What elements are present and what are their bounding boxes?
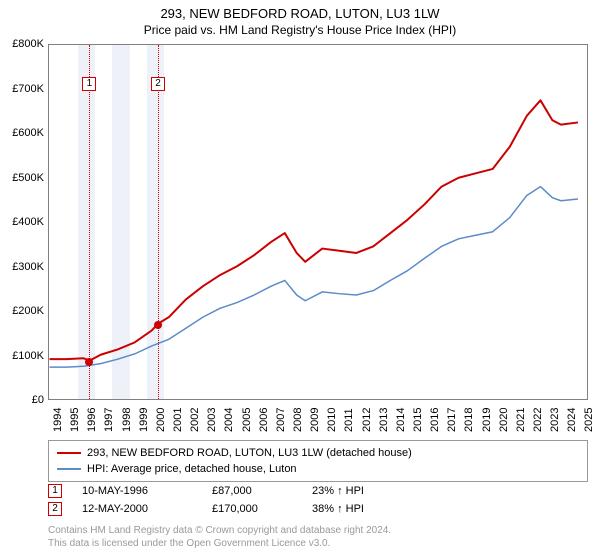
x-tick-label: 2020: [498, 408, 510, 432]
x-tick-label: 1994: [52, 408, 64, 432]
x-tick-label: 2009: [309, 408, 321, 432]
sale-dot: [85, 358, 93, 366]
x-tick-label: 2002: [189, 408, 201, 432]
footer-line2: This data is licensed under the Open Gov…: [48, 537, 588, 550]
x-tick-label: 2018: [463, 408, 475, 432]
y-tick-label: £600K: [0, 127, 44, 139]
marker-box: 1: [82, 77, 96, 91]
legend-label-price-paid: 293, NEW BEDFORD ROAD, LUTON, LU3 1LW (d…: [87, 447, 412, 459]
x-tick-label: 2007: [275, 408, 287, 432]
x-tick-label: 2014: [395, 408, 407, 432]
x-tick-label: 1995: [69, 408, 81, 432]
y-tick-label: £300K: [0, 261, 44, 273]
x-tick-label: 1996: [86, 408, 98, 432]
legend-box: 293, NEW BEDFORD ROAD, LUTON, LU3 1LW (d…: [48, 440, 588, 482]
chart-plot-area: 12: [48, 44, 588, 400]
x-tick-label: 2019: [481, 408, 493, 432]
x-tick-label: 2000: [155, 408, 167, 432]
y-tick-label: £500K: [0, 172, 44, 184]
x-tick-label: 2012: [361, 408, 373, 432]
events-table: 1 10-MAY-1996 £87,000 23% ↑ HPI 2 12-MAY…: [48, 482, 588, 518]
event-date: 10-MAY-1996: [82, 485, 212, 497]
event-date: 12-MAY-2000: [82, 503, 212, 515]
x-tick-label: 2001: [172, 408, 184, 432]
x-tick-label: 2008: [292, 408, 304, 432]
title-block: 293, NEW BEDFORD ROAD, LUTON, LU3 1LW Pr…: [0, 0, 600, 39]
x-tick-label: 2021: [515, 408, 527, 432]
chart-svg: [49, 45, 587, 399]
y-tick-label: £100K: [0, 350, 44, 362]
event-marker-box: 1: [48, 484, 62, 498]
x-tick-label: 2015: [412, 408, 424, 432]
y-tick-label: £700K: [0, 83, 44, 95]
event-row-1: 1 10-MAY-1996 £87,000 23% ↑ HPI: [48, 482, 588, 500]
event-marker-box: 2: [48, 502, 62, 516]
x-tick-label: 2003: [206, 408, 218, 432]
series-line-price_paid: [50, 100, 578, 360]
legend-swatch-price-paid: [57, 452, 81, 454]
x-tick-label: 1999: [138, 408, 150, 432]
event-delta: 38% ↑ HPI: [312, 503, 588, 515]
sale-dot: [154, 321, 162, 329]
y-tick-label: £0: [0, 394, 44, 406]
series-line-hpi: [50, 187, 578, 368]
x-tick-label: 2025: [583, 408, 595, 432]
y-tick-label: £800K: [0, 38, 44, 50]
event-price: £170,000: [212, 503, 312, 515]
x-tick-label: 2011: [343, 408, 355, 432]
x-tick-label: 2004: [223, 408, 235, 432]
x-tick-label: 2023: [549, 408, 561, 432]
event-row-2: 2 12-MAY-2000 £170,000 38% ↑ HPI: [48, 500, 588, 518]
x-tick-label: 2016: [429, 408, 441, 432]
event-price: £87,000: [212, 485, 312, 497]
legend-row-hpi: HPI: Average price, detached house, Luto…: [57, 461, 579, 477]
y-tick-label: £400K: [0, 216, 44, 228]
x-tick-label: 2006: [258, 408, 270, 432]
marker-line: [158, 45, 159, 399]
x-tick-label: 2024: [566, 408, 578, 432]
legend-swatch-hpi: [57, 468, 81, 470]
x-tick-label: 1997: [103, 408, 115, 432]
marker-box: 2: [151, 77, 165, 91]
legend-label-hpi: HPI: Average price, detached house, Luto…: [87, 463, 297, 475]
footer-attribution: Contains HM Land Registry data © Crown c…: [48, 524, 588, 550]
x-tick-label: 2010: [326, 408, 338, 432]
x-tick-label: 2017: [446, 408, 458, 432]
x-tick-label: 2022: [532, 408, 544, 432]
marker-line: [89, 45, 90, 399]
footer-line1: Contains HM Land Registry data © Crown c…: [48, 524, 588, 537]
chart-container: 293, NEW BEDFORD ROAD, LUTON, LU3 1LW Pr…: [0, 0, 600, 560]
event-delta: 23% ↑ HPI: [312, 485, 588, 497]
x-tick-label: 1998: [121, 408, 133, 432]
title-subtitle: Price paid vs. HM Land Registry's House …: [0, 23, 600, 37]
x-tick-label: 2005: [241, 408, 253, 432]
y-tick-label: £200K: [0, 305, 44, 317]
title-address: 293, NEW BEDFORD ROAD, LUTON, LU3 1LW: [0, 6, 600, 21]
x-tick-label: 2013: [378, 408, 390, 432]
legend-row-price-paid: 293, NEW BEDFORD ROAD, LUTON, LU3 1LW (d…: [57, 445, 579, 461]
